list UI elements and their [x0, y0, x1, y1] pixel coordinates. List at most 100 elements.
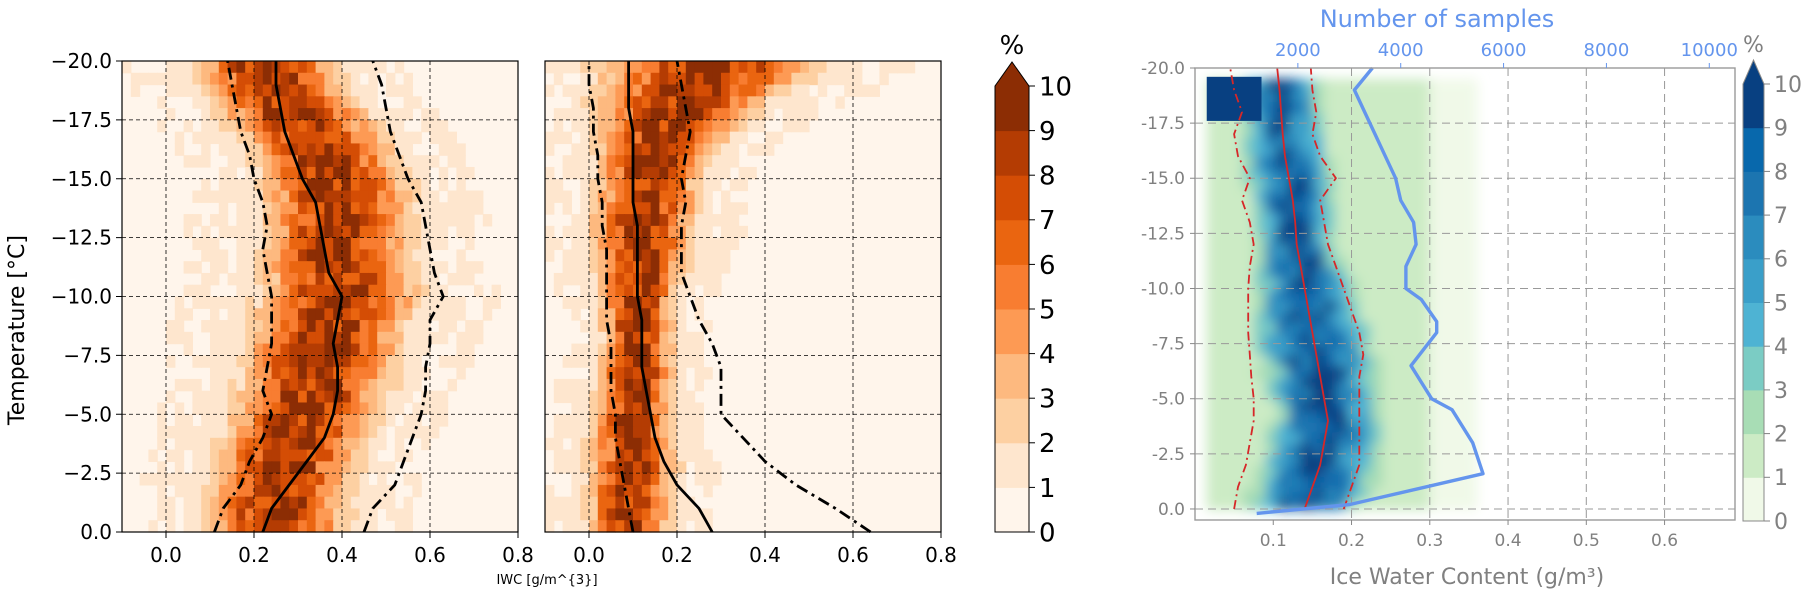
heatmap-cell: [262, 461, 273, 474]
heatmap-cell: [368, 261, 378, 274]
colorbar-tick-label: 10: [1774, 73, 1802, 98]
heatmap-cell: [289, 166, 299, 180]
heatmap-cell: [712, 131, 722, 145]
heatmap-cell: [1406, 156, 1419, 169]
heatmap-cell: [394, 84, 405, 97]
heatmap-cell: [1265, 90, 1279, 102]
heatmap-cell: [342, 249, 352, 262]
heatmap-cell: [615, 202, 625, 215]
heatmap-cell: [342, 426, 352, 439]
heatmap-cell: [879, 72, 889, 86]
heatmap-cell: [403, 390, 413, 404]
heatmap-cell: [394, 331, 405, 345]
heatmap-cell: [589, 296, 599, 309]
heatmap-cell: [615, 473, 625, 486]
heatmap-cell: [262, 237, 273, 251]
heatmap-cell: [350, 108, 361, 121]
heatmap-cell: [624, 484, 634, 498]
heatmap-cell: [430, 225, 440, 239]
heatmap-cell: [324, 178, 334, 192]
heatmap-cell: [342, 296, 352, 309]
heatmap-cell: [201, 284, 211, 298]
heatmap-cell: [545, 508, 555, 521]
heatmap-cell: [201, 355, 211, 368]
heatmap-cell: [597, 414, 608, 427]
heatmap-cell: [641, 202, 652, 215]
heatmap-cell: [394, 166, 405, 180]
heatmap-cell: [438, 355, 449, 368]
heatmap-cell: [685, 96, 696, 109]
heatmap-cell: [589, 449, 599, 462]
heatmap-cell: [183, 496, 193, 510]
heatmap-cell: [615, 225, 625, 239]
heatmap-cell: [580, 402, 590, 415]
heatmap-cell: [262, 61, 273, 74]
heatmap-cell: [342, 449, 352, 462]
heatmap-cell: [1441, 178, 1455, 191]
heatmap-cell: [1453, 442, 1466, 455]
heatmap-cell: [729, 119, 740, 133]
heatmap-cell: [1230, 442, 1243, 455]
heatmap-cell: [809, 96, 819, 109]
heatmap-cell: [606, 272, 616, 286]
heatmap-cell: [668, 119, 678, 133]
heatmap-cell: [368, 202, 378, 215]
heatmap-cell: [262, 119, 273, 133]
heatmap-cell: [412, 166, 422, 180]
x-tick-label: 0.3: [1416, 531, 1443, 551]
heatmap-cell: [650, 237, 660, 251]
heatmap-cell: [465, 202, 475, 215]
heatmap-cell: [1206, 343, 1220, 356]
heatmap-cell: [1347, 277, 1361, 290]
heatmap-cell: [1242, 365, 1255, 378]
heatmap-cell: [1206, 376, 1220, 389]
heatmap-cell: [1300, 420, 1314, 433]
heatmap-cell: [289, 437, 299, 451]
heatmap-cell: [1335, 376, 1349, 389]
heatmap-cell: [677, 320, 687, 333]
heatmap-cell: [262, 166, 273, 180]
colorbar-swatch: [1743, 346, 1764, 391]
heatmap-cell: [694, 461, 704, 474]
heatmap-cell: [289, 378, 299, 392]
heatmap-cell: [342, 284, 352, 298]
heatmap-cell: [403, 166, 413, 180]
heatmap-cell: [1359, 200, 1372, 213]
heatmap-cell: [545, 237, 555, 251]
heatmap-cell: [1371, 178, 1384, 191]
heatmap-cell: [1265, 178, 1279, 191]
heatmap-cell: [641, 284, 652, 298]
heatmap-cell: [386, 414, 396, 427]
heatmap-cell: [298, 272, 308, 286]
heatmap-cell: [1288, 134, 1302, 147]
heatmap-cell: [491, 284, 501, 298]
heatmap-cell: [1382, 398, 1396, 411]
heatmap-cell: [377, 237, 387, 251]
heatmap-cell: [1347, 211, 1361, 224]
heatmap-cell: [474, 331, 484, 345]
colorbar-tick-label: 6: [1774, 248, 1788, 273]
heatmap-cell: [1242, 189, 1255, 202]
heatmap-cell: [641, 473, 652, 486]
heatmap-cell: [1265, 321, 1279, 334]
heatmap-cell: [659, 437, 669, 451]
heatmap-cell: [298, 96, 308, 109]
heatmap-cell: [1206, 167, 1220, 180]
heatmap-cell: [633, 426, 643, 439]
heatmap-cell: [280, 343, 290, 356]
heatmap-cell: [712, 166, 722, 180]
heatmap-cell: [245, 437, 255, 451]
heatmap-cell: [1359, 321, 1372, 334]
heatmap-cell: [333, 496, 343, 510]
heatmap-cell: [1300, 464, 1314, 477]
heatmap-cell: [624, 414, 634, 427]
heatmap-cell: [624, 367, 634, 380]
heatmap-cell: [694, 343, 704, 356]
heatmap-cell: [342, 461, 352, 474]
heatmap-cell: [1382, 79, 1396, 91]
heatmap-cell: [1230, 409, 1243, 422]
heatmap-cell: [641, 367, 652, 380]
heatmap-cell: [685, 155, 696, 168]
heatmap-cell: [1347, 453, 1361, 466]
